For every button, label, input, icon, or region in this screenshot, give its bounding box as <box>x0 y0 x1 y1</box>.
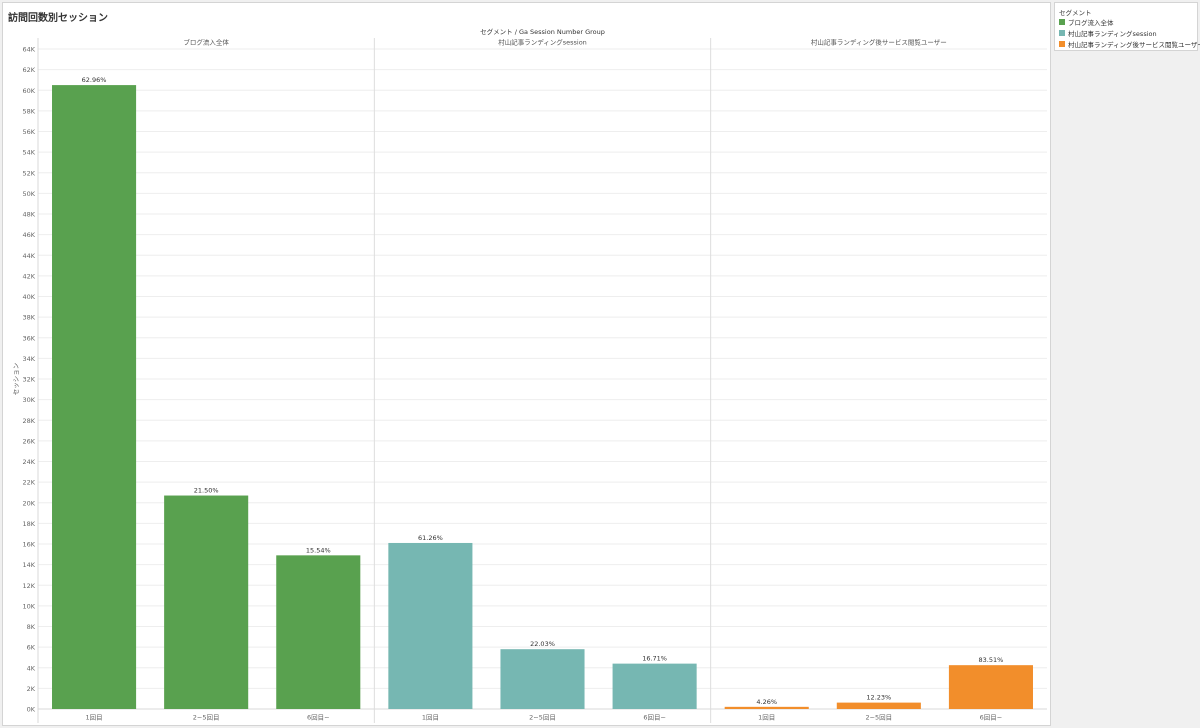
y-tick-label: 0K <box>27 706 36 714</box>
y-tick-label: 10K <box>22 602 35 610</box>
bar <box>276 555 361 709</box>
y-tick-label: 44K <box>22 252 35 260</box>
y-tick-label: 26K <box>22 437 35 445</box>
legend-item-murayama-session[interactable]: 村山記事ランディングsession <box>1059 29 1157 38</box>
bar-chart: 0K 2K 4K 6K 8K 10K 12K 14K 16K 18K 20K 22K 24K 26K 28K… <box>12 27 1047 723</box>
legend: セグメント ブログ流入全体 村山記事ランディングsession 村山記事ランディ… <box>1054 2 1200 51</box>
bar <box>388 542 473 709</box>
legend-item-blog[interactable]: ブログ流入全体 <box>1059 18 1114 27</box>
legend-title: セグメント <box>1059 9 1092 17</box>
y-tick-label: 20K <box>22 499 35 507</box>
bar <box>500 649 585 709</box>
y-tick-label: 62K <box>22 66 35 74</box>
y-tick-label: 8K <box>27 623 36 631</box>
y-tick-label: 4K <box>27 664 36 672</box>
bar <box>836 702 921 709</box>
y-tick-label: 50K <box>22 190 35 198</box>
bar-value-label: 4.26% <box>756 698 777 706</box>
y-tick-label: 24K <box>22 458 35 466</box>
y-tick-label: 46K <box>22 231 35 239</box>
x-tick-label: 2~5回目 <box>529 714 556 722</box>
y-tick-label: 54K <box>22 149 35 157</box>
y-tick-label: 36K <box>22 334 35 342</box>
legend-swatch <box>1059 30 1065 36</box>
y-tick-label: 58K <box>22 107 35 115</box>
y-tick-label: 48K <box>22 211 35 219</box>
panel-header: 村山記事ランディング後サービス閲覧ユーザー <box>811 38 947 47</box>
legend-label: 村山記事ランディングsession <box>1068 30 1157 38</box>
y-tick-label: 6K <box>27 644 36 652</box>
bar-value-label: 15.54% <box>306 546 331 554</box>
bar <box>948 665 1033 709</box>
x-tick-label: 6回目~ <box>980 714 1003 722</box>
y-tick-label: 22K <box>22 479 35 487</box>
x-tick-label: 2~5回目 <box>193 714 220 722</box>
y-tick-label: 28K <box>22 417 35 425</box>
legend-label: 村山記事ランディング後サービス閲覧ユーザー <box>1068 41 1200 49</box>
bar-value-label: 61.26% <box>418 534 443 542</box>
y-tick-label: 12K <box>22 582 35 590</box>
y-tick-label: 42K <box>22 272 35 280</box>
legend-swatch <box>1059 41 1065 47</box>
view-title: 訪問回数別セッション <box>8 13 108 24</box>
panel-header: 村山記事ランディングsession <box>498 38 587 47</box>
bar <box>724 706 809 709</box>
legend-swatch <box>1059 19 1065 25</box>
y-axis-title: セッション <box>12 363 20 396</box>
y-tick-label: 14K <box>22 561 35 569</box>
bar-value-label: 22.03% <box>530 640 555 648</box>
bar-value-label: 12.23% <box>866 694 891 702</box>
y-tick-label: 30K <box>22 396 35 404</box>
bar <box>52 85 137 709</box>
y-tick-label: 60K <box>22 87 35 95</box>
y-tick-label: 18K <box>22 520 35 528</box>
y-tick-label: 64K <box>22 46 35 54</box>
y-tick-label: 40K <box>22 293 35 301</box>
bar <box>164 495 249 709</box>
legend-item-murayama-service[interactable]: 村山記事ランディング後サービス閲覧ユーザー <box>1059 40 1200 49</box>
y-tick-label: 2K <box>27 685 36 693</box>
column-header-title: セグメント / Ga Session Number Group <box>480 27 605 36</box>
x-tick-label: 6回目~ <box>643 714 666 722</box>
legend-label: ブログ流入全体 <box>1068 19 1114 27</box>
bar-value-label: 16.71% <box>642 655 667 663</box>
x-tick-label: 1回目 <box>85 714 102 722</box>
bar-value-label: 62.96% <box>82 76 107 84</box>
x-tick-label: 1回目 <box>422 714 439 722</box>
bar <box>612 663 697 709</box>
y-tick-label: 16K <box>22 541 35 549</box>
chart-view: 訪問回数別セッション 0K 2K 4K 6K 8K 10K 12K 14K 16K 18K 20K 2… <box>2 2 1051 726</box>
bar-value-label: 83.51% <box>979 656 1004 664</box>
x-tick-label: 1回目 <box>758 714 775 722</box>
y-tick-label: 52K <box>22 169 35 177</box>
y-tick-label: 38K <box>22 314 35 322</box>
x-tick-label: 6回目~ <box>307 714 330 722</box>
y-tick-label: 56K <box>22 128 35 136</box>
y-tick-label: 32K <box>22 376 35 384</box>
y-tick-label: 34K <box>22 355 35 363</box>
x-tick-label: 2~5回目 <box>865 714 892 722</box>
bar-value-label: 21.50% <box>194 487 219 495</box>
panel-header: ブログ流入全体 <box>183 38 229 47</box>
